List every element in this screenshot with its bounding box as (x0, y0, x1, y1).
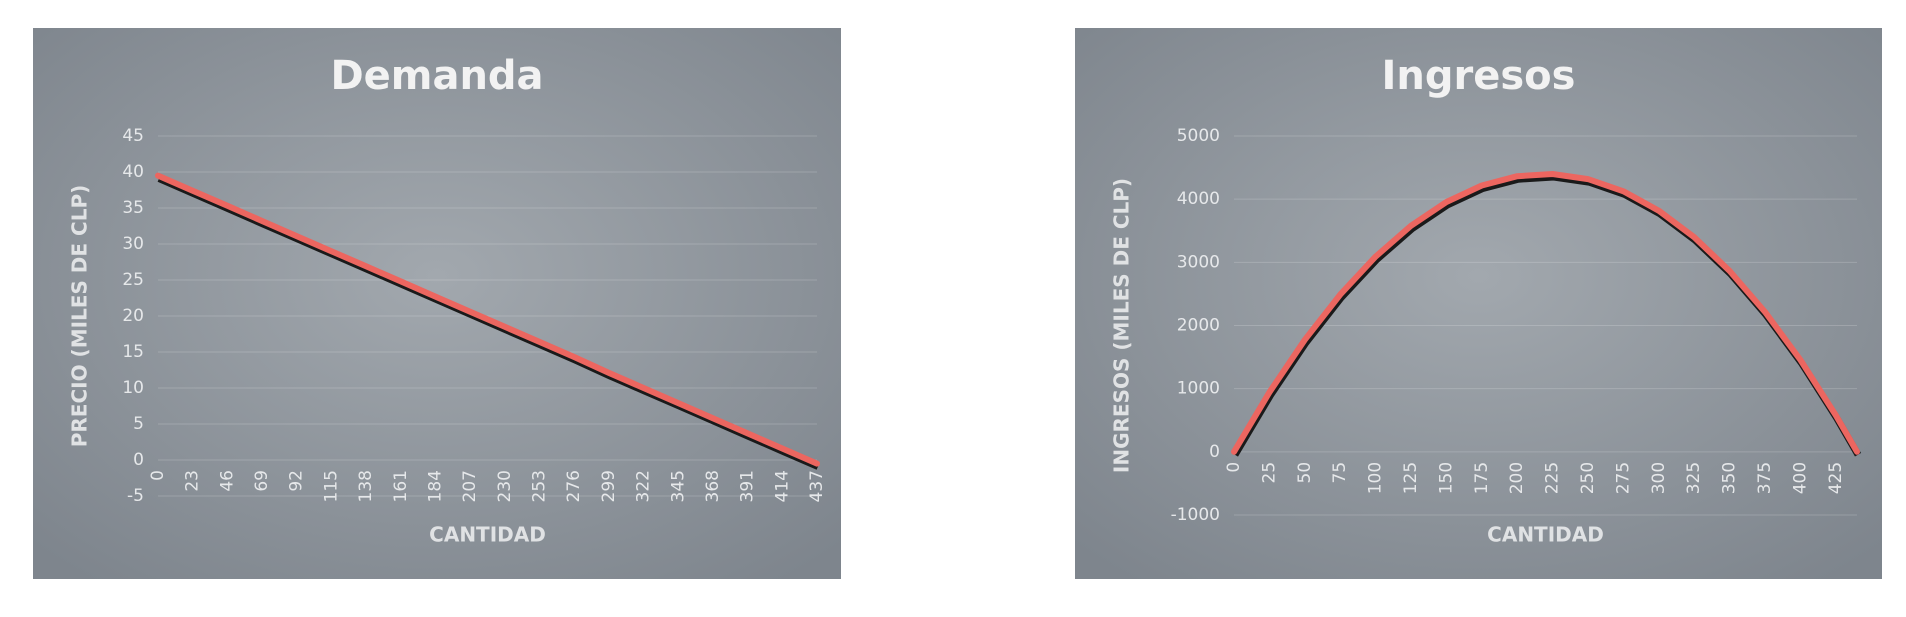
x-tick-label: 325 (1684, 462, 1704, 494)
x-tick-label: 250 (1578, 462, 1598, 494)
x-tick-label: 207 (460, 470, 480, 502)
y-tick-label: 5 (133, 414, 144, 434)
x-tick-label: 23 (183, 470, 203, 492)
x-tick-label: 115 (321, 470, 341, 502)
x-tick-label: 175 (1472, 462, 1492, 494)
y-tick-label: 10 (122, 378, 144, 398)
y-tick-label: 30 (122, 234, 144, 254)
x-tick-label: 25 (1259, 462, 1279, 484)
y-tick-label: 0 (1209, 442, 1220, 462)
x-tick-label: 75 (1330, 462, 1350, 484)
y-axis-title: PRECIO (MILES DE CLP) (68, 185, 92, 448)
x-tick-label: 414 (772, 470, 792, 502)
y-tick-label: -5 (127, 486, 144, 506)
y-tick-label: 3000 (1177, 252, 1220, 272)
y-tick-label: 2000 (1177, 316, 1220, 336)
chart: Demanda PRECIO (MILES DE CLP) CANTIDAD -5 0 5… (33, 28, 841, 579)
x-tick-label: 345 (668, 470, 688, 502)
x-tick-label: 46 (217, 470, 237, 492)
x-axis-title: CANTIDAD (429, 523, 546, 547)
y-tick-label: 45 (122, 126, 144, 146)
y-tick-label: 40 (122, 162, 144, 182)
x-tick-label: 391 (738, 470, 758, 502)
x-tick-label: 0 (148, 470, 168, 481)
x-tick-label: 275 (1613, 462, 1633, 494)
x-tick-label: 322 (634, 470, 654, 502)
x-tick-label: 437 (807, 470, 827, 502)
y-tick-label: 35 (122, 198, 144, 218)
y-axis-title: INGRESOS (MILES DE CLP) (1110, 178, 1134, 473)
y-tick-label: 1000 (1177, 379, 1220, 399)
chart-background (1075, 28, 1882, 579)
line (155, 172, 820, 467)
x-tick-label: 0 (1224, 462, 1244, 473)
y-tick-label: 0 (133, 450, 144, 470)
x-tick-label: 92 (287, 470, 307, 492)
x-tick-label: 50 (1295, 462, 1315, 484)
x-tick-label: 276 (564, 470, 584, 502)
x-tick-label: 150 (1436, 462, 1456, 494)
x-tick-label: 200 (1507, 462, 1527, 494)
x-tick-label: 368 (703, 470, 723, 502)
x-tick-label: 299 (599, 470, 619, 502)
x-tick-label: 425 (1826, 462, 1846, 494)
x-tick-label: 375 (1755, 462, 1775, 494)
y-tick-label: -1000 (1171, 505, 1220, 525)
chart: Ingresos INGRESOS (MILES DE CLP) CANTIDAD -… (1075, 28, 1882, 579)
x-tick-label: 300 (1649, 462, 1669, 494)
chart-title: Ingresos (1382, 53, 1576, 99)
x-tick-label: 350 (1720, 462, 1740, 494)
y-tick-label: 15 (122, 342, 144, 362)
x-tick-label: 69 (252, 470, 272, 492)
y-tick-label: 5000 (1177, 126, 1220, 146)
line (1231, 171, 1860, 455)
x-tick-label: 225 (1543, 462, 1563, 494)
x-tick-label: 184 (425, 470, 445, 502)
y-tick-label: 25 (122, 270, 144, 290)
chart-title: Demanda (330, 53, 543, 99)
x-tick-label: 138 (356, 470, 376, 502)
y-tick-label: 20 (122, 306, 144, 326)
x-tick-label: 100 (1366, 462, 1386, 494)
x-tick-label: 253 (530, 470, 550, 502)
x-tick-label: 125 (1401, 462, 1421, 494)
x-tick-label: 400 (1790, 462, 1810, 494)
x-axis-title: CANTIDAD (1487, 523, 1604, 547)
x-tick-label: 161 (391, 470, 411, 502)
x-tick-label: 230 (495, 470, 515, 502)
y-tick-label: 4000 (1177, 189, 1220, 209)
